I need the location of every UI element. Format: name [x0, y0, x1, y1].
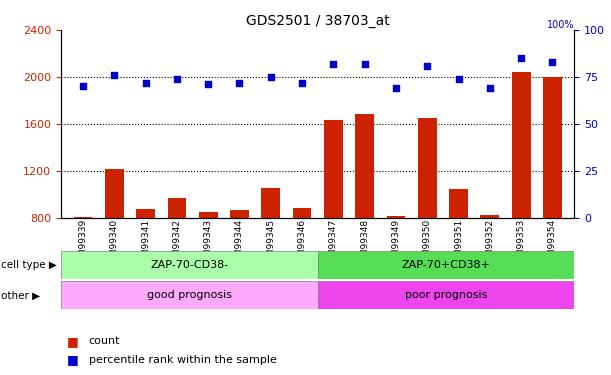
Text: count: count — [89, 336, 120, 346]
Bar — [136, 209, 155, 311]
Text: poor prognosis: poor prognosis — [405, 290, 487, 300]
Text: good prognosis: good prognosis — [147, 290, 232, 300]
Point — [266, 74, 276, 80]
Bar — [318, 281, 574, 309]
Point — [422, 63, 432, 69]
Bar — [61, 251, 318, 279]
Bar — [105, 169, 123, 311]
Text: ZAP-70-CD38-: ZAP-70-CD38- — [150, 260, 229, 270]
Text: ZAP-70+CD38+: ZAP-70+CD38+ — [401, 260, 491, 270]
Bar — [262, 188, 280, 311]
Text: percentile rank within the sample: percentile rank within the sample — [89, 355, 276, 365]
Bar — [418, 118, 437, 311]
Bar — [324, 120, 343, 311]
Bar — [167, 198, 186, 311]
Bar — [199, 211, 218, 311]
Bar — [480, 215, 499, 311]
Point — [360, 61, 370, 67]
Text: 100%: 100% — [547, 20, 574, 30]
Point — [109, 72, 119, 78]
Bar — [355, 114, 374, 311]
Point — [329, 61, 338, 67]
Bar — [61, 281, 318, 309]
Bar — [73, 217, 92, 311]
Point — [172, 76, 182, 82]
Text: ■: ■ — [67, 335, 79, 348]
Bar — [318, 251, 574, 279]
Point — [141, 80, 150, 86]
Point — [203, 81, 213, 87]
Bar — [230, 210, 249, 311]
Point — [485, 85, 495, 91]
Bar — [512, 72, 530, 311]
Point — [547, 59, 557, 65]
Point — [516, 55, 526, 61]
Bar — [543, 77, 562, 311]
Title: GDS2501 / 38703_at: GDS2501 / 38703_at — [246, 13, 390, 28]
Bar — [449, 189, 468, 311]
Point — [78, 83, 88, 89]
Point — [453, 76, 463, 82]
Text: cell type ▶: cell type ▶ — [1, 260, 56, 270]
Point — [235, 80, 244, 86]
Point — [391, 85, 401, 91]
Bar — [387, 216, 405, 311]
Text: ■: ■ — [67, 354, 79, 366]
Bar — [293, 208, 312, 311]
Point — [297, 80, 307, 86]
Text: other ▶: other ▶ — [1, 290, 40, 300]
